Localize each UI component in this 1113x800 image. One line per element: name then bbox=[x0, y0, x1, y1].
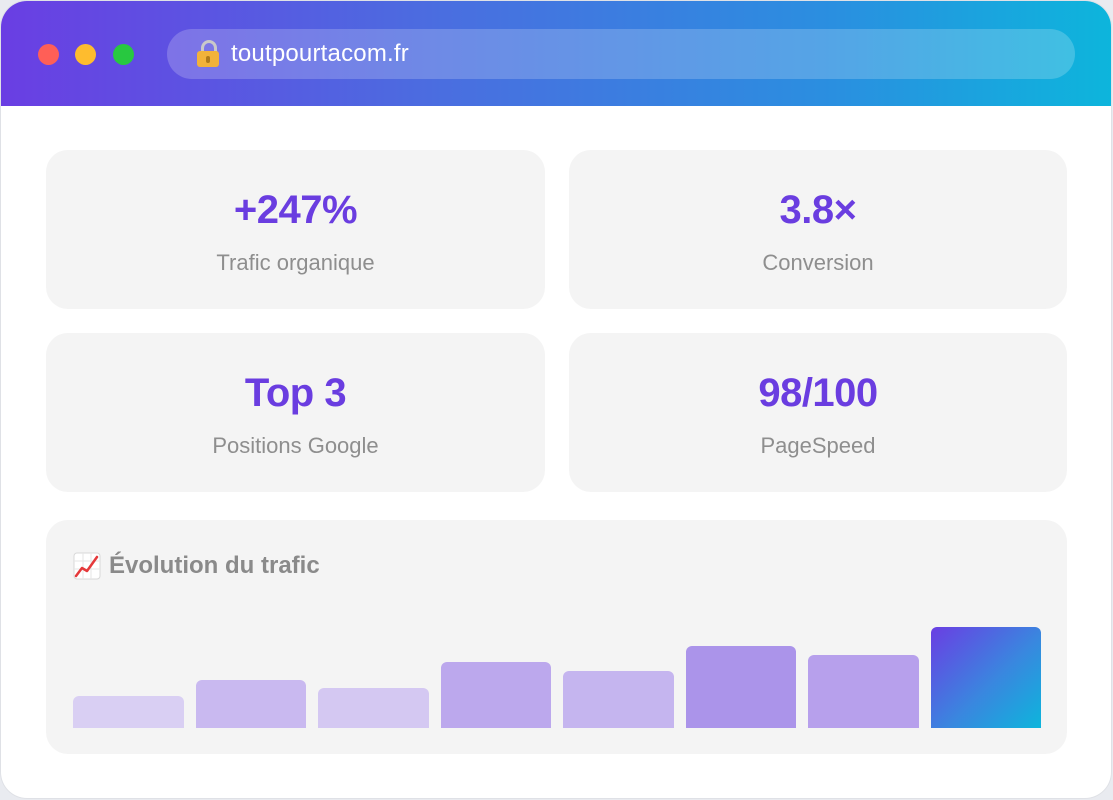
stat-value: 3.8× bbox=[779, 188, 857, 232]
stat-label: Trafic organique bbox=[216, 250, 375, 275]
chart-bar bbox=[930, 627, 1041, 728]
address-bar[interactable]: toutpourtacom.fr bbox=[167, 29, 1075, 79]
stat-card-organic-traffic: +247% Trafic organique bbox=[46, 150, 545, 309]
stat-card-conversion: 3.8× Conversion bbox=[569, 150, 1067, 309]
chart-increasing-icon bbox=[73, 552, 101, 580]
chart-bar bbox=[808, 655, 919, 728]
stat-label: Conversion bbox=[762, 250, 874, 275]
stat-value: +247% bbox=[233, 188, 358, 232]
stat-card-google-positions: Top 3 Positions Google bbox=[46, 333, 545, 492]
stat-label: Positions Google bbox=[212, 433, 379, 458]
stat-label: PageSpeed bbox=[760, 433, 876, 458]
lock-icon bbox=[197, 40, 219, 68]
stat-value: 98/100 bbox=[758, 371, 878, 415]
chart-bar bbox=[195, 680, 306, 728]
close-window-button[interactable] bbox=[38, 44, 59, 65]
traffic-bars bbox=[73, 618, 1041, 728]
browser-titlebar: toutpourtacom.fr bbox=[1, 1, 1111, 106]
stat-card-pagespeed: 98/100 PageSpeed bbox=[569, 333, 1067, 492]
traffic-chart-card: Évolution du trafic bbox=[46, 520, 1067, 754]
chart-bar bbox=[685, 646, 796, 728]
url-text: toutpourtacom.fr bbox=[231, 40, 409, 67]
chart-title: Évolution du trafic bbox=[73, 552, 320, 580]
chart-bar bbox=[318, 688, 429, 728]
stat-value: Top 3 bbox=[244, 371, 347, 415]
chart-bar bbox=[440, 662, 551, 728]
chart-bar bbox=[73, 696, 184, 728]
chart-title-text: Évolution du trafic bbox=[109, 552, 320, 579]
maximize-window-button[interactable] bbox=[113, 44, 134, 65]
chart-bar bbox=[563, 671, 674, 728]
minimize-window-button[interactable] bbox=[75, 44, 96, 65]
